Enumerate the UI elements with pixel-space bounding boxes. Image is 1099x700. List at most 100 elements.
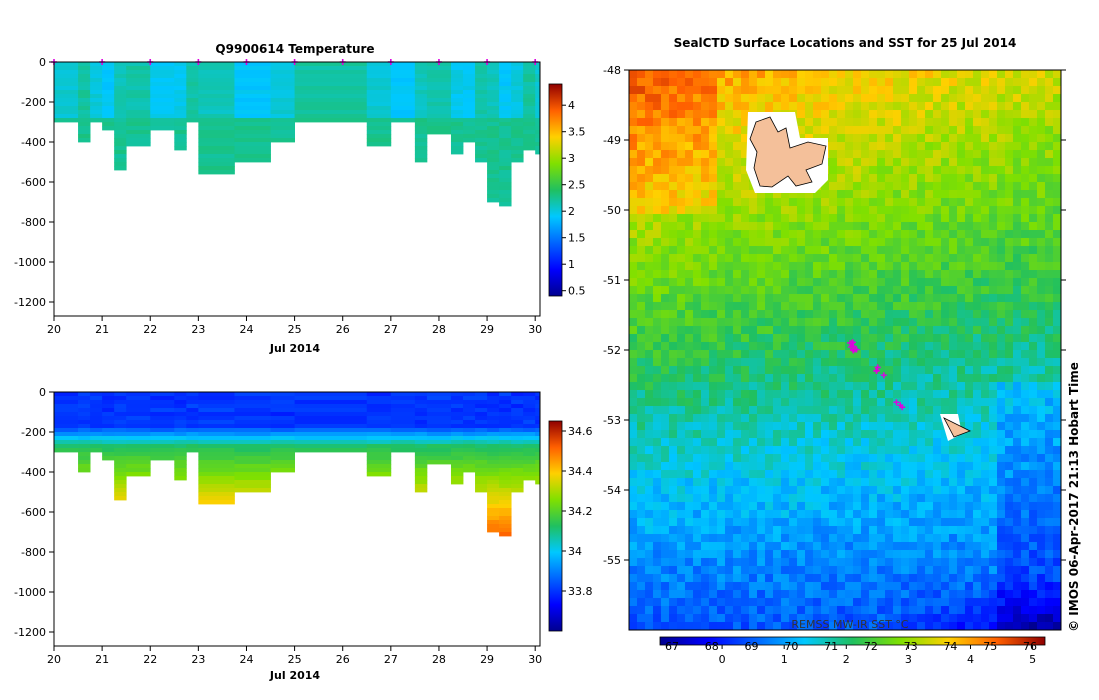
sst-cell xyxy=(1021,494,1030,503)
section-cell xyxy=(499,516,512,521)
section-cell xyxy=(174,98,187,103)
sst-cell xyxy=(1029,150,1038,159)
sst-cell xyxy=(1045,118,1054,127)
sst-cell xyxy=(1005,158,1014,167)
sst-cell xyxy=(837,182,846,191)
sst-cell xyxy=(925,302,934,311)
section-cell xyxy=(78,420,91,425)
sst-cell xyxy=(877,350,886,359)
sst-cell xyxy=(645,390,654,399)
section-cell xyxy=(234,66,271,71)
section-cell xyxy=(499,440,512,445)
sst-cell xyxy=(757,614,766,623)
sst-cell xyxy=(933,70,942,79)
sst-cell xyxy=(637,142,646,151)
sst-cell xyxy=(949,358,958,367)
sst-cell xyxy=(717,406,726,415)
sst-cell xyxy=(629,446,638,455)
sst-cell xyxy=(989,86,998,95)
sst-cell xyxy=(973,270,982,279)
sst-cell xyxy=(997,78,1006,87)
sst-cell xyxy=(789,446,798,455)
sst-cell xyxy=(661,86,670,95)
sst-cell xyxy=(861,166,870,175)
sst-cell xyxy=(1029,406,1038,415)
sst-cell xyxy=(629,222,638,231)
sst-cell xyxy=(997,342,1006,351)
sst-cell xyxy=(805,118,814,127)
sst-cell xyxy=(885,438,894,447)
sst-cell xyxy=(789,94,798,103)
section-cell xyxy=(511,142,524,147)
sst-cell xyxy=(1005,614,1014,623)
sst-cell xyxy=(885,262,894,271)
section-cell xyxy=(414,90,428,95)
sst-cell xyxy=(829,238,838,247)
sst-cell xyxy=(717,486,726,495)
sst-cell xyxy=(677,190,686,199)
sst-cell xyxy=(725,542,734,551)
section-cell xyxy=(186,114,199,119)
section-cell xyxy=(535,416,541,421)
sst-cell xyxy=(997,390,1006,399)
sst-cell xyxy=(869,174,878,183)
sst-cell xyxy=(749,198,758,207)
sst-cell xyxy=(717,190,726,199)
sst-cell xyxy=(693,254,702,263)
sst-cell xyxy=(965,470,974,479)
sst-cell xyxy=(973,134,982,143)
sst-cell xyxy=(781,350,790,359)
sst-cell xyxy=(861,190,870,199)
sst-cell xyxy=(837,166,846,175)
sst-cell xyxy=(901,350,910,359)
sst-cell xyxy=(1045,446,1054,455)
sst-cell xyxy=(989,374,998,383)
sst-cell xyxy=(901,526,910,535)
sst-cell xyxy=(717,582,726,591)
sst-cell xyxy=(949,446,958,455)
sst-cell xyxy=(973,142,982,151)
sst-cell xyxy=(1053,502,1062,511)
sst-cell xyxy=(845,510,854,519)
section-cell xyxy=(234,440,271,445)
sst-cell xyxy=(757,78,766,87)
sst-cell xyxy=(725,598,734,607)
sst-cell xyxy=(733,374,742,383)
salinity-y-ticks: 0-200-400-600-800-1000-1200 xyxy=(14,386,54,639)
sst-cell xyxy=(653,222,662,231)
sst-cell xyxy=(909,182,918,191)
sst-cell xyxy=(917,430,926,439)
sst-cell xyxy=(853,78,862,87)
section-cell xyxy=(426,94,452,99)
sst-cell xyxy=(1037,278,1046,287)
sst-cell xyxy=(989,118,998,127)
section-cell xyxy=(270,408,295,413)
sst-cell xyxy=(1029,454,1038,463)
section-cell xyxy=(78,468,91,473)
sst-cell xyxy=(1053,454,1062,463)
sst-cell xyxy=(829,94,838,103)
section-cell xyxy=(511,94,524,99)
sst-cell xyxy=(965,126,974,135)
sst-cell xyxy=(717,518,726,527)
sst-cell xyxy=(997,366,1006,375)
sst-cell xyxy=(917,478,926,487)
sst-cell xyxy=(709,438,718,447)
sst-cell xyxy=(637,214,646,223)
y-tick-label: 0 xyxy=(39,56,46,69)
sst-cell xyxy=(677,142,686,151)
section-cell xyxy=(463,464,476,469)
sst-cell xyxy=(781,470,790,479)
section-cell xyxy=(54,400,79,405)
sst-cell xyxy=(781,398,790,407)
sst-cell xyxy=(1013,606,1022,615)
section-cell xyxy=(114,436,127,441)
sst-cell xyxy=(893,590,902,599)
section-cell xyxy=(234,106,271,111)
sst-cell xyxy=(773,198,782,207)
sst-cell xyxy=(805,438,814,447)
section-cell xyxy=(102,448,115,453)
sst-cell xyxy=(677,614,686,623)
sst-cell xyxy=(965,270,974,279)
sst-cell xyxy=(941,222,950,231)
